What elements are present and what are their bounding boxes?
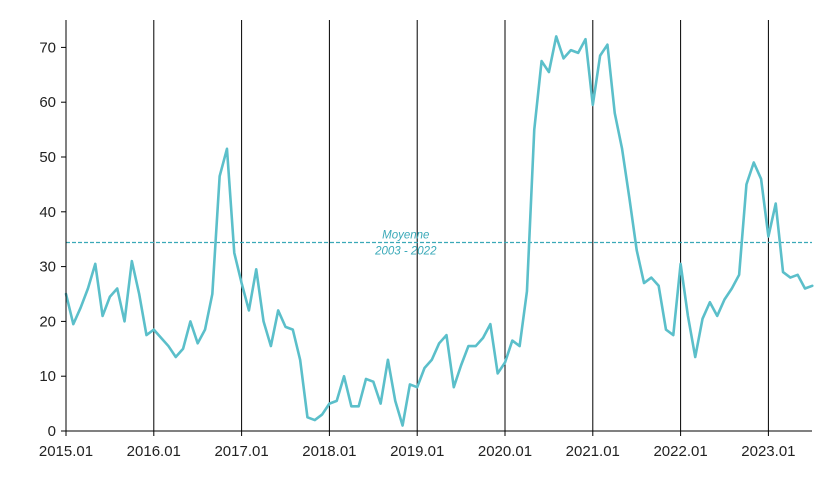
y-tick-label-20: 20 [39,313,56,330]
y-tick-label-60: 60 [39,94,56,111]
x-tick-label-2016.01: 2016.01 [127,443,181,460]
x-tick-label-2021.01: 2021.01 [566,443,620,460]
x-tick-label-2020.01: 2020.01 [478,443,532,460]
x-tick-label-2018.01: 2018.01 [302,443,356,460]
average-label-line2: 2003 - 2022 [374,245,437,257]
y-tick-label-70: 70 [39,39,56,56]
x-tick-label-2022.01: 2022.01 [653,443,707,460]
x-tick-label-2023.01: 2023.01 [741,443,795,460]
x-axis-ticks: 2015.01 2016.01 2017.01 2018.01 2019.01 2020.… [39,431,796,460]
vertical-gridlines [153,20,769,431]
series-group [64,35,814,427]
average-reference: Moyenne 2003 - 2022 [66,229,812,257]
y-tick-label-50: 50 [39,149,56,166]
x-tick-label-2017.01: 2017.01 [214,443,268,460]
x-tick-label-2015.01: 2015.01 [39,443,93,460]
y-tick-label-40: 40 [39,204,56,221]
y-axis-ticks: 0 10 20 30 40 50 60 70 [39,39,66,440]
x-tick-label-2019.01: 2019.01 [390,443,444,460]
series-line-0 [64,35,814,427]
y-tick-label-10: 10 [39,368,56,385]
y-tick-label-0: 0 [48,423,56,440]
axes [65,20,812,432]
average-label-line1: Moyenne [382,229,429,241]
y-tick-label-30: 30 [39,259,56,276]
